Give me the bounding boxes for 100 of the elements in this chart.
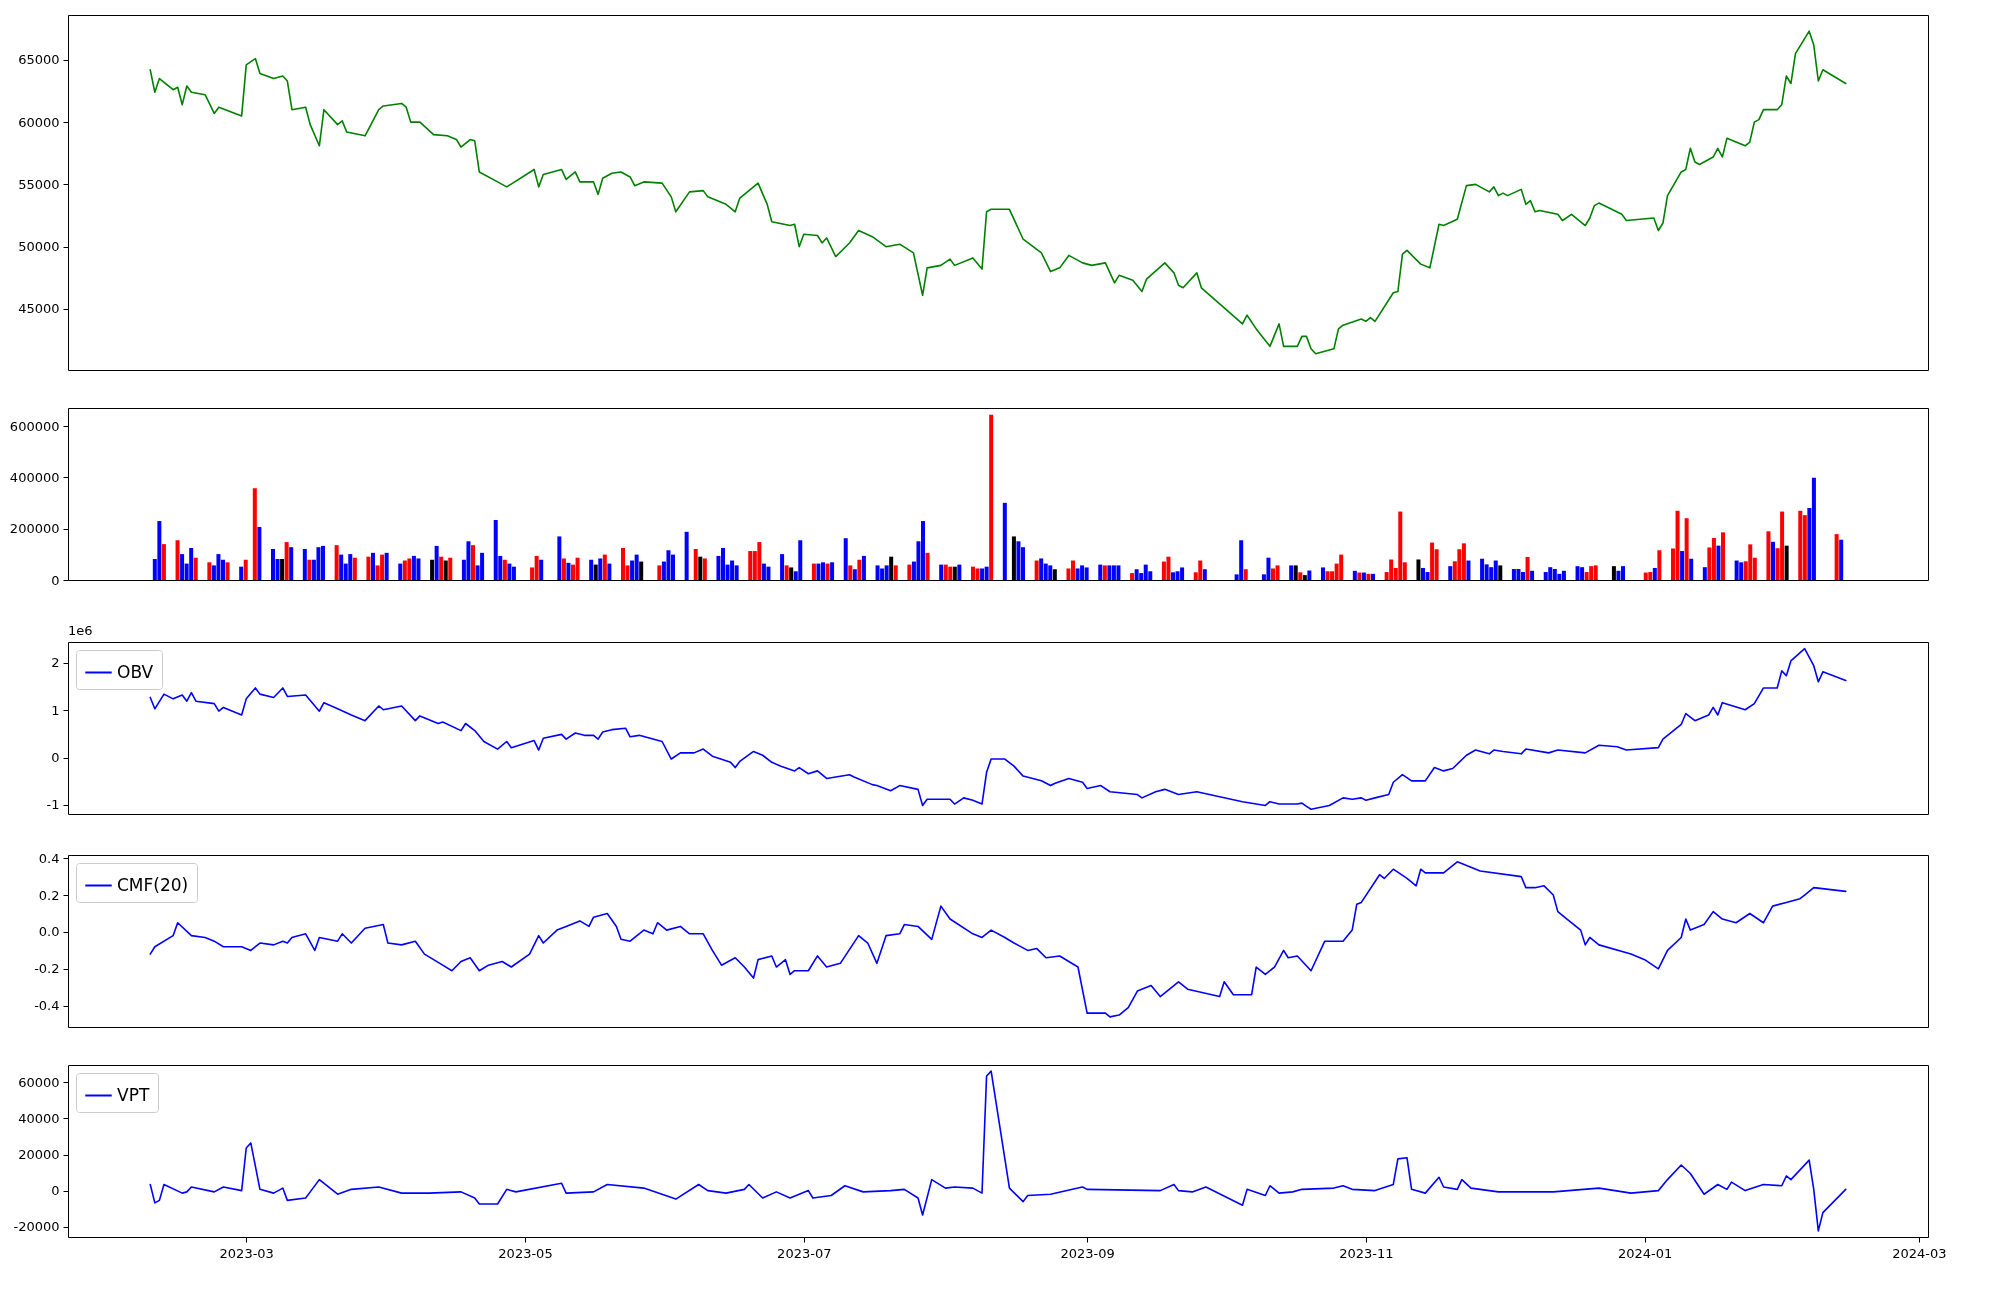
bar (1366, 573, 1371, 580)
bar (957, 564, 962, 580)
x-tick-label: 2024-01 (1617, 1245, 1673, 1261)
y-tick-label: -0.4 (34, 998, 60, 1014)
bar (602, 554, 607, 580)
y-tick-label: 600000 (9, 418, 60, 434)
bar (1161, 561, 1166, 580)
bar (243, 559, 248, 580)
bar (684, 531, 689, 580)
bar (1689, 558, 1694, 580)
line-series (149, 30, 1847, 355)
x-tick-label: 2023-05 (498, 1245, 553, 1261)
y-tick-label: 65000 (18, 52, 60, 68)
bar (607, 563, 612, 580)
bar (1466, 560, 1471, 580)
bar (384, 552, 389, 580)
bar (1048, 565, 1053, 580)
bar (1580, 567, 1585, 580)
y-tick-label: 0.4 (38, 850, 60, 866)
bar (1371, 573, 1375, 580)
bar (1766, 531, 1771, 580)
bar (289, 547, 294, 580)
bar (1802, 515, 1807, 580)
bar (407, 558, 412, 580)
bar (575, 557, 580, 580)
bar (1166, 556, 1171, 580)
y-tick-label: 0.2 (38, 887, 60, 903)
bar (1266, 557, 1271, 580)
bar (1339, 554, 1344, 580)
bar (857, 559, 862, 580)
bar (761, 563, 766, 580)
bar (1357, 572, 1362, 580)
y-tick-label: 0 (51, 750, 60, 766)
bar (798, 540, 803, 580)
bar (848, 565, 853, 580)
bar (939, 564, 944, 580)
bar (884, 565, 889, 580)
y-tick-label: 0.0 (38, 924, 60, 940)
y-tick-label: 45000 (18, 301, 60, 317)
bar (843, 538, 848, 580)
bar (1275, 565, 1280, 580)
bar (757, 542, 762, 580)
bar (239, 566, 244, 580)
bar (507, 563, 512, 580)
bar (1684, 518, 1689, 580)
bar (1084, 567, 1089, 580)
bar (1134, 569, 1139, 580)
x-tick-label: 2023-07 (777, 1245, 832, 1261)
bar (1289, 565, 1294, 580)
y-tick-label: 40000 (18, 1110, 60, 1126)
y-tick-label: -20000 (13, 1219, 60, 1235)
bar (1002, 502, 1007, 580)
bar (1643, 572, 1648, 580)
bar (1657, 550, 1662, 580)
bar (811, 563, 816, 580)
y-tick-label: 2 (51, 655, 60, 671)
bar (766, 566, 771, 580)
bar (284, 542, 289, 580)
bar (1652, 567, 1657, 580)
bar (193, 557, 198, 580)
bar (875, 565, 880, 580)
bar (852, 569, 857, 580)
bar (252, 488, 257, 580)
bar (1243, 569, 1248, 580)
bar (1202, 569, 1207, 580)
bar (316, 547, 321, 580)
bar (1593, 565, 1598, 580)
bar (539, 559, 544, 580)
bar (1557, 573, 1562, 580)
bar (943, 564, 948, 580)
bar (402, 560, 407, 580)
bar (1398, 511, 1403, 580)
bar (1107, 565, 1112, 580)
bar (1675, 510, 1680, 580)
bar (225, 562, 230, 580)
bar (1530, 570, 1535, 580)
y-tick-label: -0.2 (34, 961, 60, 977)
y-tick-label: -1 (46, 797, 60, 813)
bar (511, 566, 516, 580)
bar (480, 552, 485, 580)
bar (1461, 543, 1466, 580)
bar (1111, 565, 1116, 580)
bar (1352, 570, 1357, 580)
y-tick-label: 400000 (9, 469, 60, 485)
bar (1016, 541, 1021, 580)
bar (1298, 572, 1303, 580)
bar (1834, 534, 1839, 580)
bar (748, 551, 753, 580)
bar (1548, 567, 1553, 580)
bar (825, 563, 830, 580)
y-tick-label: 20000 (18, 1147, 60, 1163)
bar (1702, 567, 1707, 580)
bar (352, 557, 357, 580)
text: 1e6 (68, 623, 93, 638)
bar (439, 556, 444, 580)
bar (1711, 537, 1716, 580)
bar (1525, 556, 1530, 580)
bar (371, 552, 375, 580)
bar (1575, 566, 1580, 580)
bar (161, 544, 166, 580)
